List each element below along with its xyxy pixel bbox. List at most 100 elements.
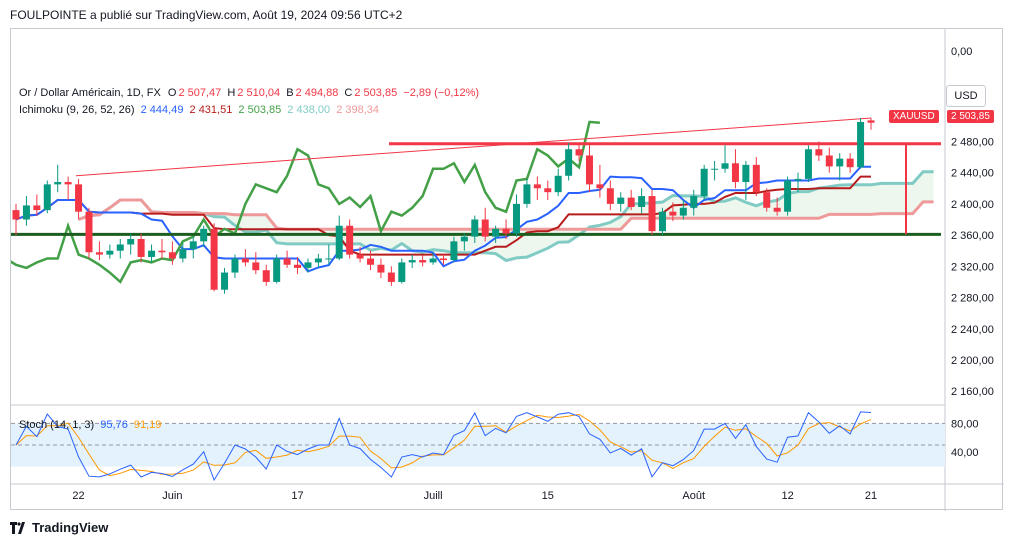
stoch-label[interactable]: Stoch (14, 1, 3) (19, 419, 95, 431)
candle-body (794, 178, 802, 181)
candle-body (763, 192, 771, 208)
candle-body (815, 149, 823, 156)
candle-body (731, 163, 739, 183)
candle-body (627, 197, 635, 207)
candle-body (512, 203, 520, 234)
time-tick-label: 17 (291, 490, 303, 502)
time-tick-label: Juill (424, 490, 443, 502)
candle-body (836, 158, 844, 167)
candle-body (398, 262, 406, 282)
candle-body (857, 121, 865, 168)
candle-body (95, 252, 103, 255)
candle-body (585, 155, 593, 185)
candle-body (523, 184, 531, 204)
candle-body (252, 262, 260, 271)
candle-body (658, 211, 666, 232)
candle-body (85, 211, 93, 253)
legend-low: 2 494,88 (295, 87, 339, 99)
stoch-k-line (15, 411, 872, 482)
candle-body (481, 219, 489, 237)
legend-ichimoku: Ichimoku (9, 26, 52, 26) 2 444,49 2 431,… (19, 104, 379, 116)
candle-body (387, 272, 395, 282)
chart-frame[interactable]: 0,00 2 480,00 2 440,00 2 400,00 2 360,00 2 32… (10, 28, 1004, 511)
candle-body (575, 149, 583, 156)
candle-body (168, 252, 176, 259)
legend-symbol[interactable]: Or / Dollar Américain, 1D, FX (19, 87, 161, 99)
price-tick-label: 2 280,00 (951, 293, 994, 305)
currency-button[interactable]: USD (946, 85, 986, 107)
candle-body (241, 258, 249, 263)
candle-body (846, 158, 854, 168)
candle-body (54, 182, 62, 185)
candle-body (294, 264, 302, 268)
candle-body (148, 250, 156, 257)
candle-body (804, 149, 812, 179)
price-tick-label: 2 360,00 (951, 230, 994, 242)
candle-body (116, 244, 124, 251)
header-title: FOULPOINTE a publié sur TradingView.com,… (10, 8, 403, 22)
ichimoku-tenkan (15, 165, 871, 273)
price-tick-label: 2 400,00 (951, 199, 994, 211)
candle-body (22, 205, 30, 220)
price-badge: 2 503,85 (947, 110, 994, 123)
candle-body (784, 180, 792, 212)
candle-body (617, 197, 625, 204)
time-tick-label: Juin (162, 490, 182, 502)
candle-body (356, 254, 364, 259)
legend-close: 2 503,85 (354, 87, 398, 99)
ich-tenkan-value: 2 444,49 (140, 104, 184, 116)
candle-body (106, 250, 114, 255)
candle-body (471, 219, 479, 237)
ich-spana-value: 2 438,00 (287, 104, 331, 116)
candle-body (346, 225, 354, 255)
candle-body (544, 188, 552, 193)
candle-body (440, 258, 447, 261)
candle-body (492, 228, 500, 237)
candle-body (221, 272, 229, 290)
stoch-tick-label: 40,00 (951, 447, 979, 459)
ichimoku-cloud (78, 171, 934, 261)
chart-canvas[interactable]: 0,00 2 480,00 2 440,00 2 400,00 2 360,00 2 32… (11, 29, 1004, 511)
ich-kijun-value: 2 431,51 (189, 104, 233, 116)
candle-body (867, 120, 875, 123)
candle-body (408, 260, 416, 263)
stoch-tick-label: 80,00 (951, 418, 979, 430)
candle-body (679, 207, 687, 216)
time-tick-label: 21 (865, 490, 877, 502)
candle-body (283, 258, 291, 265)
candle-body (179, 249, 187, 259)
candle-body (429, 258, 437, 263)
candle-body (200, 228, 208, 242)
candle-body (377, 264, 385, 273)
price-tick-label: 2 200,00 (951, 355, 994, 367)
candle-body (460, 236, 468, 242)
candle-body (137, 239, 145, 257)
ichimoku-label[interactable]: Ichimoku (9, 26, 52, 26) (19, 104, 135, 116)
candle-body (64, 182, 72, 185)
candle-body (419, 260, 427, 263)
stoch-d-value: 91,19 (133, 419, 162, 431)
time-tick-label: Août (682, 490, 705, 502)
candle-body (565, 149, 573, 176)
legend-c-label: C (344, 87, 353, 99)
candle-body (43, 184, 51, 211)
candle-body (335, 225, 343, 259)
price-tick-label: 2 440,00 (951, 168, 994, 180)
candle-body (262, 270, 270, 282)
candle-body (450, 241, 458, 261)
time-tick-label: 12 (781, 490, 793, 502)
legend-b-label: B (286, 87, 294, 99)
time-tick-label: 15 (542, 490, 554, 502)
price-tick-label: 2 240,00 (951, 324, 994, 336)
price-tick-label: 0,00 (951, 46, 972, 58)
candle-body (210, 228, 218, 290)
candle-body (700, 168, 708, 197)
candle-body (231, 258, 239, 273)
candle-body (12, 210, 20, 220)
candle-body (273, 258, 281, 282)
candle-body (304, 262, 312, 268)
candle-body (638, 196, 646, 207)
candle-body (690, 196, 698, 208)
candle-body (325, 258, 333, 260)
